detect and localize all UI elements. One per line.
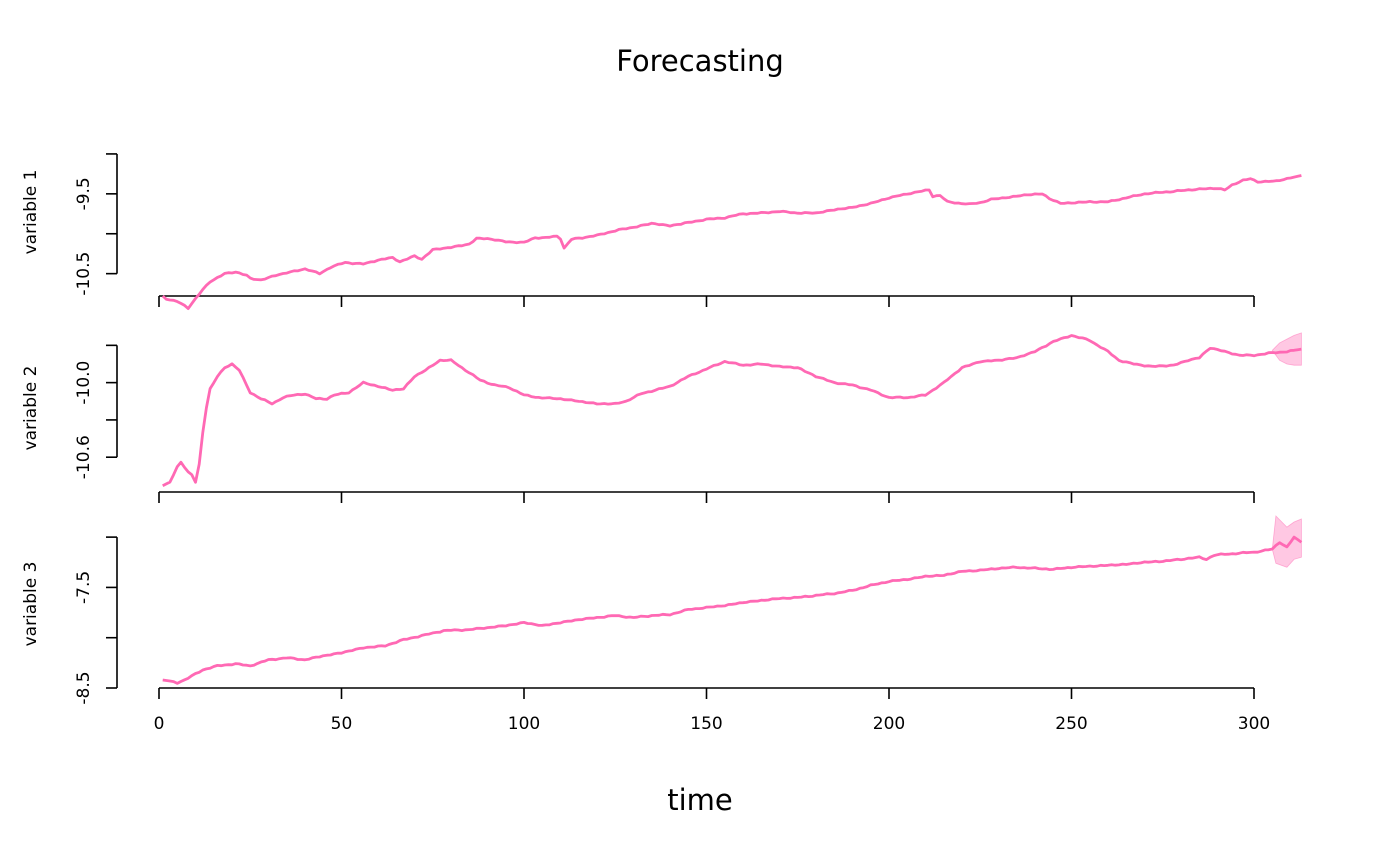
y-tick-label: -9.5 [74, 177, 94, 210]
y-tick-label: -10.5 [74, 252, 94, 296]
x-axis [158, 491, 1255, 503]
panel-variable-1: variable 1 -10.5 -9.5 [21, 153, 1302, 311]
series-line [161, 174, 1302, 311]
x-axis-label: time [667, 783, 733, 817]
forecast-band [1271, 515, 1302, 568]
x-tick-label: 150 [690, 714, 722, 734]
y-tick-label: -7.5 [74, 571, 94, 604]
panel-variable-2: variable 2 -10.6 -10.0 [21, 332, 1302, 503]
y-axis: -8.5 -7.5 [74, 536, 118, 705]
x-tick-label: 50 [331, 714, 353, 734]
series-line [162, 535, 1303, 685]
x-axis: 0 50 100 150 200 250 300 [154, 687, 1270, 734]
y-axis-label: variable 2 [21, 366, 41, 451]
y-tick-label: -10.6 [74, 435, 94, 479]
x-tick-label: 250 [1055, 714, 1087, 734]
x-tick-label: 100 [508, 714, 540, 734]
x-axis [158, 295, 1255, 307]
y-axis-label: variable 1 [21, 170, 41, 255]
panel-variable-3: variable 3 0 50 100 150 200 250 300 -8.5 -7.5 [21, 515, 1303, 734]
forecast-band [1271, 332, 1302, 366]
x-tick-label: 0 [154, 714, 165, 734]
y-axis: -10.6 -10.0 [74, 344, 118, 479]
y-tick-label: -10.0 [74, 361, 94, 405]
series-line [162, 334, 1302, 488]
x-tick-label: 200 [873, 714, 905, 734]
x-tick-label: 300 [1238, 714, 1270, 734]
y-axis: -10.5 -9.5 [74, 153, 118, 296]
y-tick-label: -8.5 [74, 671, 94, 704]
y-axis-label: variable 3 [21, 562, 41, 647]
chart-title: Forecasting [616, 44, 784, 78]
